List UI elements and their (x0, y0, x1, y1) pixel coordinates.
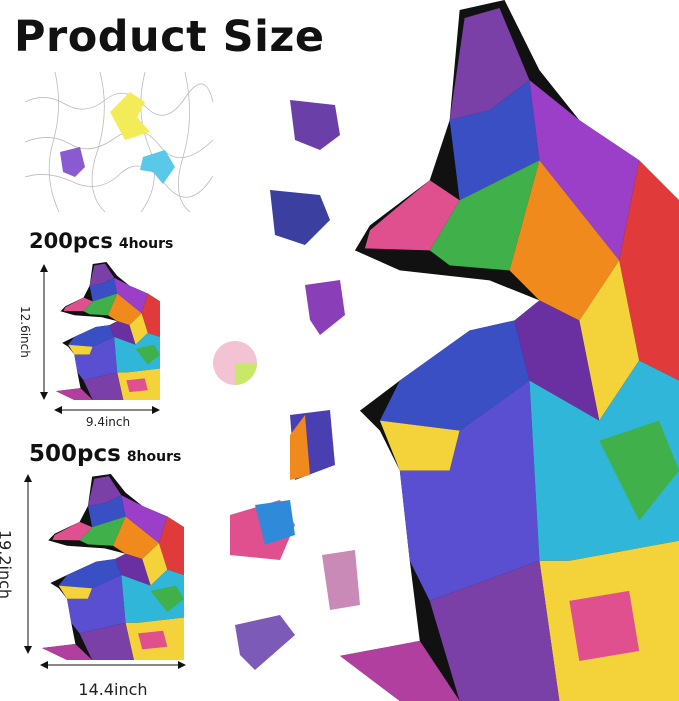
width-arrow (54, 406, 160, 414)
height-arrow (40, 264, 48, 400)
time-label: 8hours (126, 449, 182, 465)
height-arrow (24, 474, 32, 654)
width-arrow (40, 661, 186, 669)
height-label: 19.2inch (0, 529, 15, 600)
large-wolf-image (42, 474, 184, 660)
puzzle-pieces-illustration (24, 71, 214, 213)
width-label: 14.4inch (78, 680, 148, 699)
main-wolf-puzzle-image (340, 0, 679, 701)
height-label: 12.6inch (18, 306, 32, 358)
option-200: 200pcs 4hours (29, 229, 173, 253)
width-label: 9.4inch (85, 415, 131, 429)
option-500: 500pcs 8hours (29, 441, 181, 467)
small-wolf-image (56, 262, 160, 400)
purple-piece (60, 147, 85, 177)
cyan-piece (140, 150, 175, 184)
pieces-label: 500pcs (29, 441, 121, 467)
time-label: 4hours (118, 236, 174, 252)
page-title: Product Size (14, 12, 325, 62)
loose-puzzle-pieces (213, 100, 360, 670)
yellow-piece (110, 92, 150, 140)
pieces-label: 200pcs (29, 229, 113, 253)
